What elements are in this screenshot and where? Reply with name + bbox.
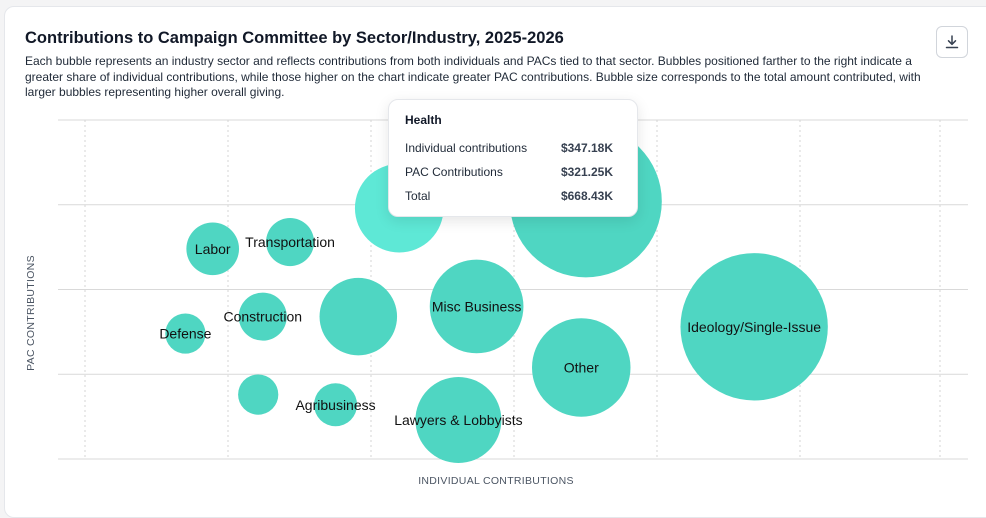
bubble-construction[interactable] <box>238 292 287 341</box>
tooltip-row-label: Individual contributions <box>405 141 528 155</box>
chart-description: Each bubble represents an industry secto… <box>25 54 921 99</box>
tooltip-row-value: $321.25K <box>560 165 613 179</box>
bubble-label: Ideology/Single-Issue <box>687 319 821 335</box>
bubble-other[interactable] <box>531 318 631 417</box>
bubble-unlabeled-6[interactable] <box>319 277 398 356</box>
tooltip: Health Individual contributions $347.18K… <box>388 99 638 217</box>
bubble-label: Transportation <box>245 234 335 250</box>
bubble-transportation[interactable] <box>266 218 315 267</box>
tooltip-row: Total $668.43K <box>405 189 613 203</box>
bubble-misc-business[interactable] <box>429 259 524 354</box>
bubble-defense[interactable] <box>165 313 206 354</box>
tooltip-title: Health <box>405 113 442 127</box>
tooltip-row-value: $347.18K <box>560 141 613 155</box>
tooltip-row-label: Total <box>405 189 431 203</box>
bubble-unlabeled-10[interactable] <box>238 374 279 415</box>
x-axis-label: INDIVIDUAL CONTRIBUTIONS <box>418 475 574 487</box>
bubble-label: Agribusiness <box>295 397 375 413</box>
bubble-label: Lawyers & Lobbyists <box>394 412 522 428</box>
download-button[interactable] <box>936 26 968 58</box>
tooltip-row-label: PAC Contributions <box>405 165 503 179</box>
tooltip-row: PAC Contributions $321.25K <box>405 165 613 179</box>
bubble-label: Misc Business <box>432 298 521 314</box>
bubble-label: Other <box>564 359 599 375</box>
bubble-agribusiness[interactable] <box>314 383 358 427</box>
bubble-label: Construction <box>223 309 302 325</box>
y-axis-label: PAC CONTRIBUTIONS <box>25 255 37 371</box>
bubble-chart: LaborTransportationHelEstConstructionDef… <box>25 119 968 487</box>
tooltip-row: Individual contributions $347.18K <box>405 141 613 155</box>
bubble-label: Labor <box>195 241 231 257</box>
download-icon <box>945 35 959 49</box>
bubble-label: Defense <box>159 326 211 342</box>
bubble-lawyers-lobbyists[interactable] <box>415 377 502 464</box>
bubble-ideology-single-issue[interactable] <box>680 253 828 401</box>
tooltip-row-value: $668.43K <box>560 189 613 203</box>
chart-title: Contributions to Campaign Committee by S… <box>25 29 564 47</box>
bubble-labor[interactable] <box>186 222 240 276</box>
